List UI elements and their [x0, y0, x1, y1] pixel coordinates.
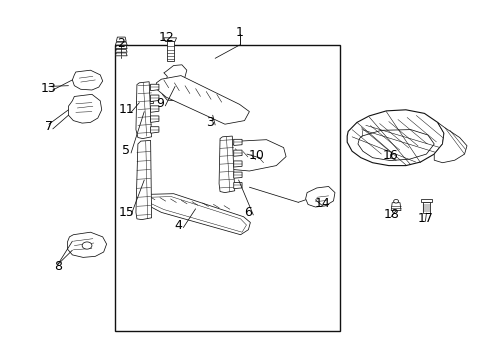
Text: 6: 6	[244, 206, 252, 219]
Polygon shape	[233, 150, 242, 156]
Polygon shape	[136, 101, 152, 103]
Polygon shape	[68, 94, 102, 123]
Text: 1: 1	[235, 26, 243, 39]
Polygon shape	[357, 130, 433, 161]
Polygon shape	[233, 172, 242, 178]
Polygon shape	[150, 95, 159, 102]
Text: 17: 17	[417, 212, 432, 225]
Text: 15: 15	[118, 206, 134, 219]
Polygon shape	[155, 76, 249, 124]
Polygon shape	[233, 161, 242, 167]
Polygon shape	[420, 199, 431, 202]
Polygon shape	[150, 116, 159, 122]
Polygon shape	[219, 136, 234, 193]
Text: 12: 12	[158, 31, 174, 44]
Polygon shape	[222, 140, 285, 171]
Polygon shape	[142, 103, 146, 109]
Polygon shape	[161, 65, 186, 101]
Text: 18: 18	[383, 208, 398, 221]
Text: 5: 5	[122, 144, 130, 157]
Polygon shape	[233, 139, 242, 145]
Text: 11: 11	[118, 103, 134, 116]
Polygon shape	[166, 41, 173, 61]
Polygon shape	[136, 82, 151, 139]
Polygon shape	[422, 202, 429, 213]
Text: 3: 3	[206, 116, 214, 129]
Polygon shape	[116, 37, 126, 41]
Text: 4: 4	[174, 219, 182, 231]
Polygon shape	[136, 140, 151, 220]
Polygon shape	[115, 42, 127, 45]
Polygon shape	[115, 53, 127, 56]
Circle shape	[141, 108, 147, 112]
Polygon shape	[67, 232, 106, 257]
Text: 16: 16	[382, 149, 397, 162]
Polygon shape	[146, 197, 246, 232]
Polygon shape	[72, 70, 102, 90]
Polygon shape	[115, 49, 127, 52]
Polygon shape	[305, 186, 334, 207]
Polygon shape	[346, 110, 443, 166]
Circle shape	[82, 242, 92, 249]
Polygon shape	[150, 106, 159, 112]
Polygon shape	[390, 203, 400, 211]
Text: 8: 8	[54, 260, 61, 273]
Circle shape	[393, 199, 398, 203]
Text: 10: 10	[248, 149, 264, 162]
Bar	[115, 45, 339, 331]
Polygon shape	[233, 183, 242, 189]
Text: 14: 14	[314, 197, 330, 210]
Polygon shape	[142, 194, 250, 235]
Polygon shape	[433, 122, 466, 163]
Polygon shape	[150, 84, 159, 91]
Text: 9: 9	[156, 97, 164, 110]
Polygon shape	[150, 127, 159, 133]
Text: 7: 7	[45, 120, 53, 133]
Polygon shape	[115, 46, 127, 49]
Polygon shape	[163, 38, 176, 41]
Text: 2: 2	[117, 37, 125, 50]
Text: 13: 13	[41, 82, 57, 95]
